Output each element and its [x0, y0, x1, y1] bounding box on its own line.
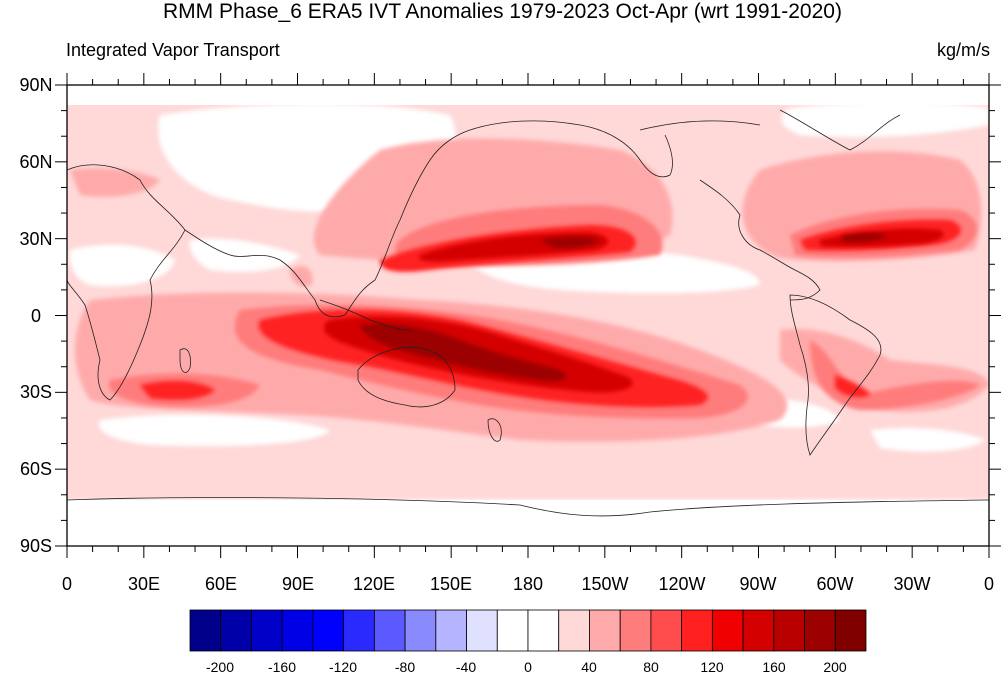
lat-label: 90N [19, 75, 52, 95]
colorbar-label: -200 [206, 659, 234, 675]
lon-axis: 0 30E 60E 90E 120E 150E 180 150W 120W 90… [62, 574, 994, 594]
lon-label: 60W [816, 574, 853, 594]
axis-ticks [55, 73, 1001, 558]
colorbar-swatch [619, 609, 652, 652]
colorbar-swatch [558, 609, 590, 652]
lon-label: 180 [513, 574, 543, 594]
colorbar-swatch [527, 609, 560, 652]
colorbar [189, 609, 867, 652]
lon-label: 150W [581, 574, 628, 594]
colorbar-swatch [804, 609, 836, 652]
colorbar-labels: -200 -160 -120 -80 -40 0 40 80 120 160 2… [206, 659, 847, 675]
colorbar-swatch [834, 609, 867, 652]
colorbar-swatch [312, 609, 345, 652]
lon-label: 90W [739, 574, 776, 594]
colorbar-label: 0 [524, 659, 532, 675]
lat-label: 60N [19, 152, 52, 172]
lon-label: 0 [62, 574, 72, 594]
lat-label: 30S [20, 382, 52, 402]
lon-label: 30E [128, 574, 160, 594]
variable-label: Integrated Vapor Transport [66, 40, 280, 60]
colorbar-label: -80 [395, 659, 415, 675]
colorbar-swatch [435, 609, 467, 652]
lon-label: 120E [353, 574, 395, 594]
lon-label: 30W [893, 574, 930, 594]
map-title: RMM Phase_6 ERA5 IVT Anomalies 1979-2023… [163, 0, 842, 23]
colorbar-label: 120 [700, 659, 724, 675]
units-label: kg/m/s [936, 40, 990, 60]
colorbar-label: 200 [823, 659, 847, 675]
colorbar-swatch [251, 609, 283, 652]
lat-label: 0 [31, 306, 41, 326]
lat-label: 30N [19, 229, 52, 249]
lat-axis: 90N 60N 30N 0 30S 60S 90S [19, 75, 52, 556]
colorbar-label: 160 [762, 659, 786, 675]
colorbar-swatch [189, 609, 222, 652]
lon-label: 60E [205, 574, 237, 594]
colorbar-swatch [220, 609, 252, 652]
colorbar-swatch [773, 609, 805, 652]
colorbar-swatch [373, 609, 406, 652]
lat-label: 90S [20, 536, 52, 556]
colorbar-swatch [281, 609, 314, 652]
colorbar-swatch [681, 609, 713, 652]
colorbar-label: -160 [268, 659, 296, 675]
lon-label: 120W [658, 574, 705, 594]
colorbar-label: -120 [329, 659, 357, 675]
colorbar-label: 40 [581, 659, 597, 675]
colorbar-label: -40 [456, 659, 476, 675]
coastlines [67, 109, 989, 517]
colorbar-swatch [466, 609, 498, 652]
anomaly-field [67, 85, 989, 546]
lon-label: 0 [984, 574, 994, 594]
colorbar-swatch [650, 609, 683, 652]
colorbar-swatch [496, 609, 529, 652]
colorbar-swatch [404, 609, 437, 652]
colorbar-swatch [742, 609, 775, 652]
colorbar-swatch [343, 609, 375, 652]
colorbar-swatch [589, 609, 621, 652]
colorbar-label: 80 [643, 659, 659, 675]
lon-label: 150E [430, 574, 472, 594]
colorbar-swatch [711, 609, 744, 652]
lat-label: 60S [20, 459, 52, 479]
lon-label: 90E [282, 574, 314, 594]
